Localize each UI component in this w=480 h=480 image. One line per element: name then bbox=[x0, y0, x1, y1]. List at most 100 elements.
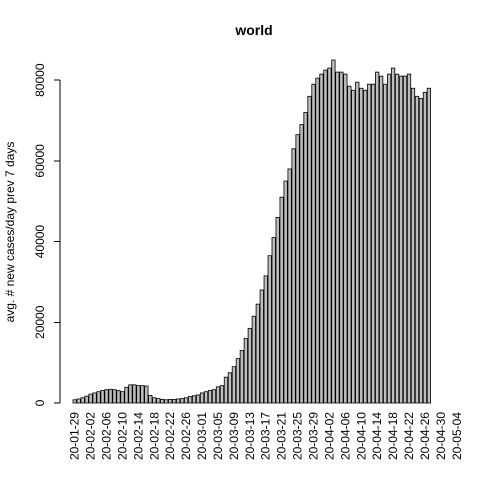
bar bbox=[199, 392, 205, 404]
bar bbox=[100, 390, 105, 404]
x-tick-label: 20-05-04 bbox=[450, 412, 464, 460]
x-axis: 20-01-29 20-02-02 20-02-06 20-02-10 20-02-14… bbox=[68, 412, 464, 460]
x-tick-label: 20-02-22 bbox=[163, 412, 177, 460]
y-tick-label: 20000 bbox=[33, 305, 47, 339]
y-tick-label: 80000 bbox=[33, 63, 47, 97]
bar bbox=[335, 71, 340, 404]
bar bbox=[76, 398, 81, 404]
x-tick-label: 20-02-18 bbox=[147, 412, 161, 460]
bar bbox=[299, 124, 304, 404]
bar bbox=[402, 75, 408, 404]
x-tick-label: 20-03-09 bbox=[227, 412, 241, 460]
bar bbox=[132, 384, 137, 404]
bar bbox=[219, 385, 225, 404]
bar bbox=[215, 386, 221, 404]
bar bbox=[168, 398, 173, 404]
bar bbox=[211, 389, 217, 404]
bar bbox=[283, 180, 288, 404]
x-tick-label: 20-04-02 bbox=[322, 412, 336, 460]
bar bbox=[271, 237, 276, 404]
bar bbox=[72, 399, 77, 404]
bar bbox=[80, 397, 85, 404]
bar bbox=[287, 168, 292, 404]
x-tick-label: 20-02-02 bbox=[84, 412, 98, 460]
bar bbox=[247, 327, 252, 404]
bar bbox=[398, 75, 404, 404]
bar bbox=[164, 399, 169, 404]
bar bbox=[191, 395, 197, 404]
bar bbox=[279, 196, 284, 404]
bar bbox=[259, 289, 264, 404]
bar bbox=[84, 395, 89, 404]
bar bbox=[251, 315, 256, 404]
bar bbox=[327, 67, 332, 404]
x-tick-label: 20-02-06 bbox=[100, 412, 114, 460]
bar bbox=[347, 85, 352, 404]
bar bbox=[383, 83, 388, 404]
x-tick-label: 20-04-18 bbox=[386, 412, 400, 460]
bar bbox=[363, 89, 368, 404]
x-tick-label: 20-02-26 bbox=[179, 412, 193, 460]
bar bbox=[88, 393, 93, 404]
bar bbox=[92, 392, 97, 404]
x-tick-label: 20-03-01 bbox=[195, 412, 209, 460]
bar bbox=[140, 385, 145, 404]
bar bbox=[323, 69, 328, 404]
bar bbox=[394, 73, 400, 404]
x-tick-label: 20-04-30 bbox=[434, 412, 448, 460]
bar bbox=[156, 398, 161, 404]
bar bbox=[319, 73, 324, 404]
bar bbox=[136, 385, 141, 404]
bar bbox=[275, 216, 280, 404]
bar bbox=[108, 388, 113, 404]
bar bbox=[367, 83, 372, 404]
bar bbox=[120, 391, 125, 404]
y-axis-label: avg. # new cases/day prev 7 days bbox=[3, 142, 17, 323]
bar bbox=[184, 397, 189, 404]
bars-group bbox=[72, 59, 432, 404]
x-tick-label: 20-04-14 bbox=[370, 412, 384, 460]
bar bbox=[355, 81, 360, 404]
bar bbox=[307, 95, 312, 404]
x-tick-label: 20-03-05 bbox=[211, 412, 225, 460]
bar bbox=[422, 91, 428, 404]
bar bbox=[339, 71, 344, 404]
bar bbox=[116, 390, 121, 404]
bar bbox=[223, 376, 229, 404]
bar bbox=[379, 75, 384, 404]
bar bbox=[144, 385, 149, 404]
x-tick-label: 20-04-26 bbox=[418, 412, 432, 460]
y-axis: 0 20000 40000 60000 80000 bbox=[33, 63, 61, 406]
bar bbox=[418, 97, 424, 404]
x-tick-label: 20-03-29 bbox=[307, 412, 321, 460]
bar bbox=[410, 87, 416, 404]
y-tick-label: 0 bbox=[33, 399, 47, 406]
bar bbox=[243, 338, 248, 404]
x-tick-label: 20-02-14 bbox=[131, 412, 145, 460]
bar bbox=[188, 396, 193, 404]
bar bbox=[112, 389, 117, 404]
bar bbox=[231, 366, 236, 404]
bar bbox=[291, 148, 296, 404]
bar bbox=[375, 71, 380, 404]
x-tick-label: 20-04-10 bbox=[354, 412, 368, 460]
x-tick-label: 20-01-29 bbox=[68, 412, 82, 460]
x-tick-label: 20-03-25 bbox=[291, 412, 305, 460]
bar bbox=[371, 83, 376, 404]
bar bbox=[303, 112, 308, 404]
bar bbox=[104, 389, 109, 404]
x-tick-label: 20-03-21 bbox=[275, 412, 289, 460]
bar bbox=[406, 73, 412, 404]
y-tick-label: 40000 bbox=[33, 225, 47, 259]
bar bbox=[263, 275, 268, 404]
x-tick-label: 20-02-10 bbox=[115, 412, 129, 460]
bar bbox=[176, 398, 181, 404]
bar bbox=[96, 391, 101, 404]
bar bbox=[160, 398, 165, 404]
bar bbox=[172, 398, 177, 404]
bar bbox=[207, 390, 213, 404]
bar bbox=[227, 372, 233, 404]
bar bbox=[331, 59, 336, 404]
bar bbox=[387, 73, 392, 404]
